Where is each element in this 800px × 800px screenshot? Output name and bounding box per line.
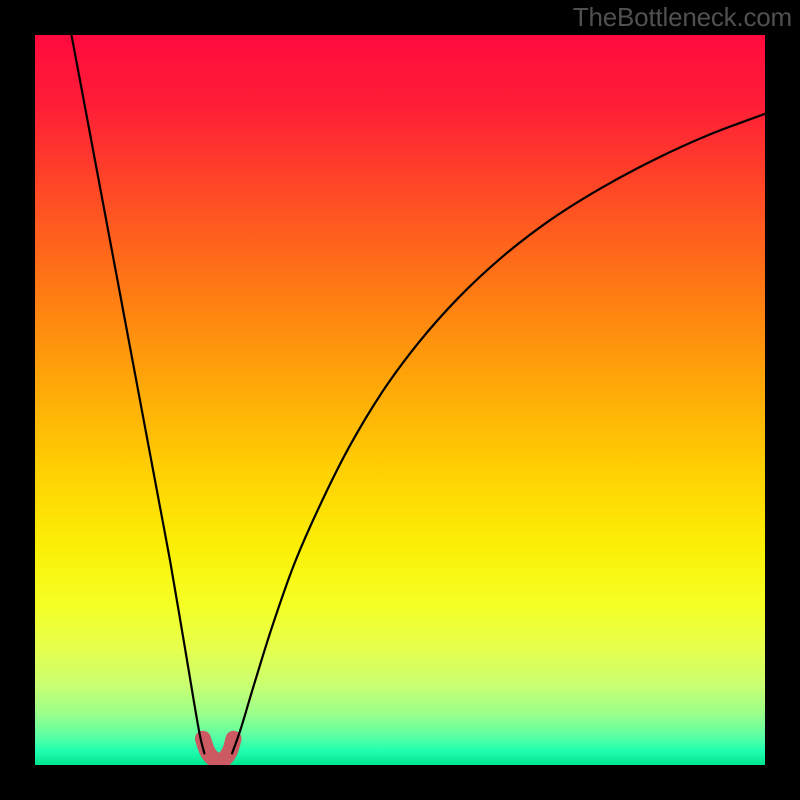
plot-area — [35, 35, 765, 765]
gradient-background — [35, 35, 765, 765]
chart-svg — [35, 35, 765, 765]
attribution-text: TheBottleneck.com — [573, 2, 792, 33]
chart-frame: TheBottleneck.com — [0, 0, 800, 800]
